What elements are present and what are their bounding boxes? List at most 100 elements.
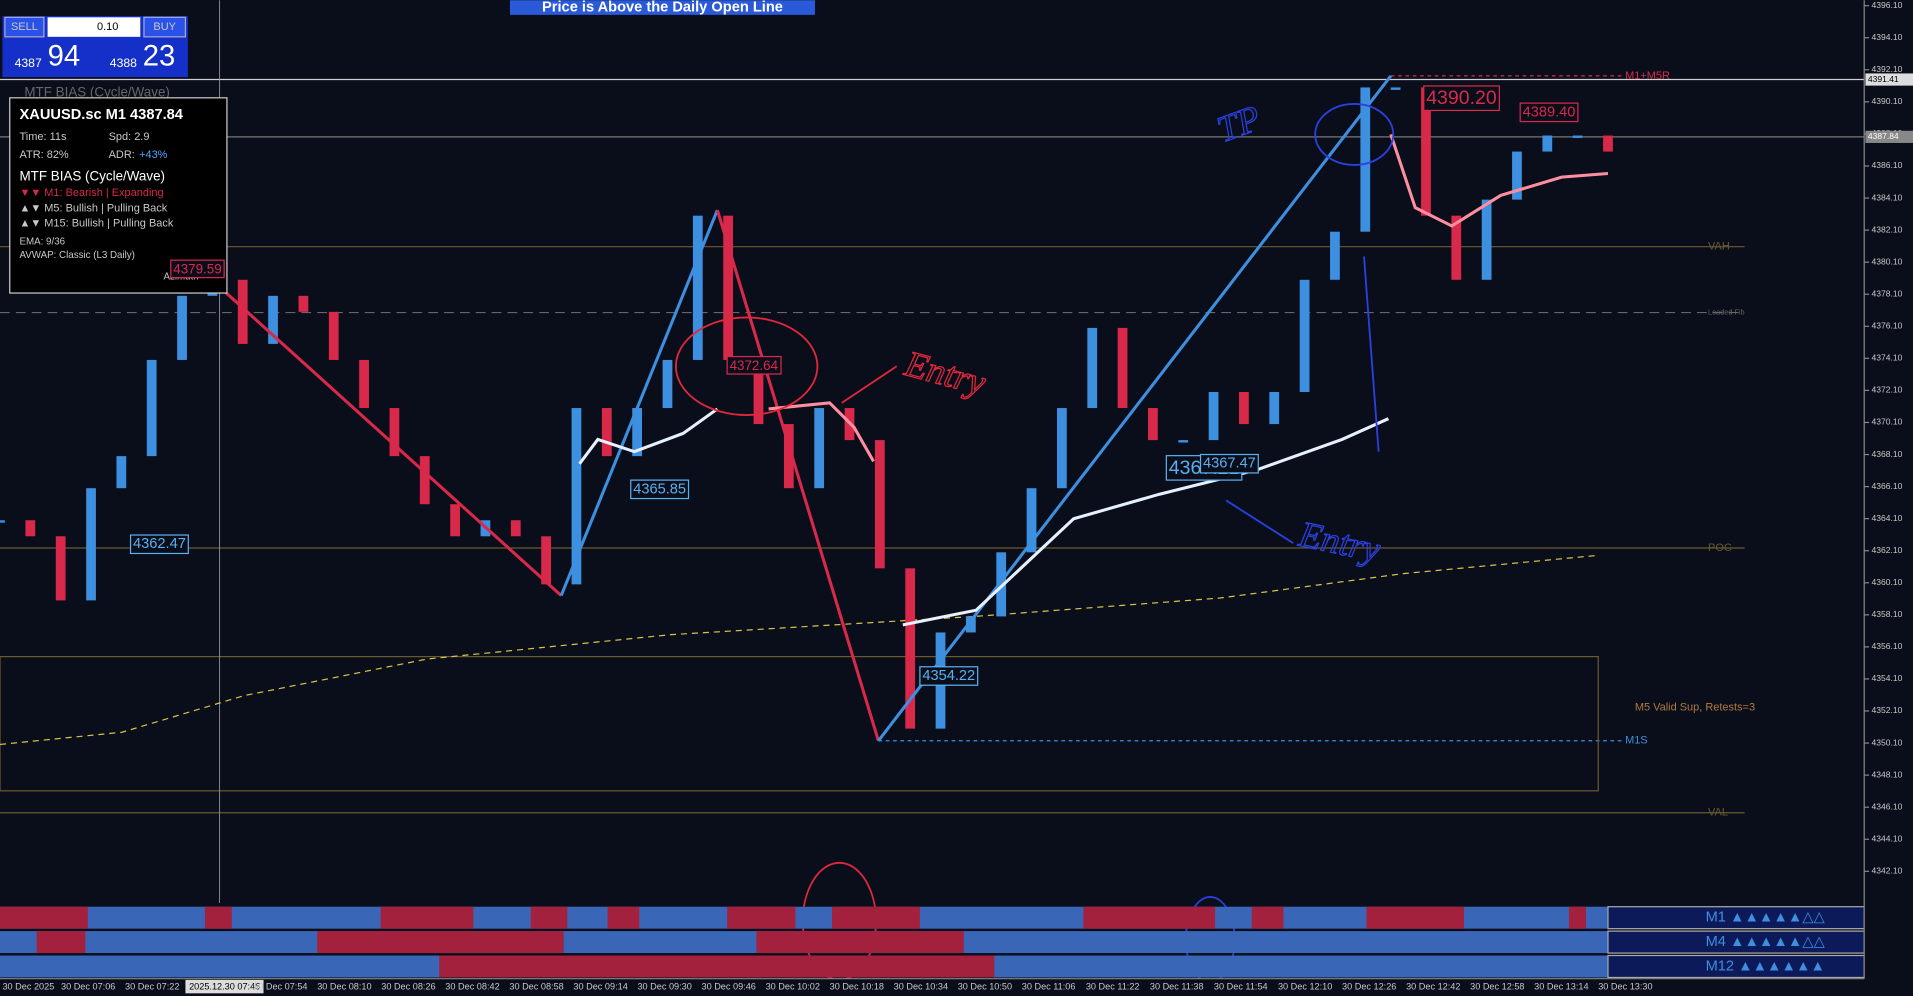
y-tick-label: 4382.10	[1872, 224, 1903, 234]
zigzag	[559, 209, 719, 597]
strip	[530, 906, 568, 929]
hand-circle	[674, 316, 819, 416]
x-tick-label: 30 Dec 08:10	[317, 982, 371, 992]
strip	[317, 931, 564, 954]
candle	[662, 359, 673, 409]
y-tick-label: 4364.10	[1872, 513, 1903, 523]
strip	[1568, 906, 1587, 929]
price-label-box	[170, 259, 225, 279]
x-tick-label: 30 Dec 07:06	[61, 982, 115, 992]
candle	[1360, 87, 1371, 232]
level-label: M1S	[1625, 735, 1648, 747]
candle	[389, 408, 400, 457]
x-tick-label: 30 Dec 12:42	[1406, 982, 1460, 992]
x-tick-label: 30 Dec 07:54	[253, 982, 307, 992]
zigzag	[218, 285, 563, 597]
candle	[328, 311, 339, 360]
vwap-line	[0, 554, 1599, 746]
candle	[965, 616, 976, 633]
x-tick-label: 30 Dec 11:06	[1022, 982, 1076, 992]
candle	[0, 520, 5, 523]
candle	[1481, 199, 1492, 280]
candle	[268, 295, 278, 344]
strip	[0, 906, 88, 929]
candle	[1178, 440, 1189, 443]
x-tick-label: 30 Dec 11:38	[1150, 982, 1204, 992]
zone-box	[0, 655, 1599, 792]
candle	[146, 359, 157, 457]
strip-label: M1 ▲▲▲▲▲△△	[1706, 910, 1826, 926]
y-tick-label: 4378.10	[1872, 288, 1903, 298]
candle	[1421, 87, 1431, 216]
candle	[1512, 151, 1522, 200]
strip	[380, 906, 474, 929]
x-tick-label: 30 Dec 10:18	[830, 982, 884, 992]
time-axis	[0, 978, 1865, 996]
strip-label: M4 ▲▲▲▲▲△△	[1706, 934, 1826, 950]
level-label: POC	[1708, 542, 1732, 554]
price-axis	[1864, 0, 1913, 996]
strips	[0, 906, 1865, 979]
price-label: 4367.47	[1203, 456, 1256, 472]
candle	[571, 408, 582, 585]
level-label: M1+M5R	[1625, 70, 1670, 82]
info-m15: ▲▼ M15: Bullish | Pulling Back	[20, 217, 174, 229]
y-tick-label: 4390.10	[1872, 96, 1903, 106]
candle	[1572, 135, 1583, 138]
y-tick-label: 4376.10	[1872, 321, 1903, 331]
y-tick-label: 4360.10	[1872, 577, 1903, 587]
candle	[1390, 87, 1401, 90]
x-tick-label: 30 Dec 10:50	[958, 982, 1012, 992]
y-tick-label: 4380.10	[1872, 256, 1903, 266]
price-label-box	[919, 666, 979, 686]
zigzag	[877, 74, 1393, 742]
candle	[86, 488, 96, 601]
candle	[450, 504, 460, 537]
level-label: Loaded Fib	[1708, 307, 1745, 316]
y-tick-label: 4384.10	[1872, 192, 1903, 202]
y-tick-label: 4392.10	[1872, 64, 1903, 74]
x-tick-label: 30 Dec 08:58	[509, 982, 563, 992]
x-tick-label: 30 Dec 09:46	[702, 982, 756, 992]
x-tick-label: 30 Dec 12:26	[1342, 982, 1396, 992]
zigzag	[715, 209, 880, 742]
candle	[1330, 231, 1340, 280]
buy-label: BUY	[153, 21, 176, 33]
x-tick-label: 30 Dec 10:34	[894, 982, 948, 992]
price-label: 4379.59	[173, 261, 221, 276]
buy-button[interactable]	[143, 16, 187, 38]
candle	[55, 536, 66, 601]
candle	[1299, 279, 1310, 393]
sell-button[interactable]	[4, 16, 45, 38]
x-tick-label: 30 Dec 13:30	[1598, 982, 1652, 992]
banner: Price is Above the Daily Open Line	[542, 0, 783, 15]
ask-big: 23	[143, 39, 176, 72]
time-tag	[185, 979, 264, 994]
hand-arrow	[841, 365, 898, 404]
price-label: 4354.22	[922, 668, 975, 684]
x-tick-label: 30 Dec 07:22	[125, 982, 179, 992]
strip	[727, 906, 796, 929]
info-bias-title: MTF BIAS (Cycle/Wave)	[20, 169, 166, 184]
ema-line	[902, 417, 1390, 627]
candle	[753, 359, 764, 425]
strip	[439, 955, 995, 978]
lot-input[interactable]	[47, 17, 141, 37]
price-label: 4389.40	[1523, 104, 1576, 120]
y-tick-label: 4344.10	[1872, 833, 1903, 843]
y-tick-label: 4350.10	[1872, 737, 1903, 747]
price-label-box	[1199, 453, 1259, 474]
strip	[756, 931, 964, 954]
axis-tag	[1865, 73, 1913, 86]
candle	[1239, 392, 1249, 425]
strip	[1083, 906, 1216, 929]
candle	[1026, 488, 1037, 553]
bid-small: 4387	[15, 56, 42, 70]
info-spread: Spd: 2.9	[109, 131, 150, 143]
y-tick-label: 4356.10	[1872, 641, 1903, 651]
y-tick-label: 4396.10	[1872, 0, 1903, 10]
